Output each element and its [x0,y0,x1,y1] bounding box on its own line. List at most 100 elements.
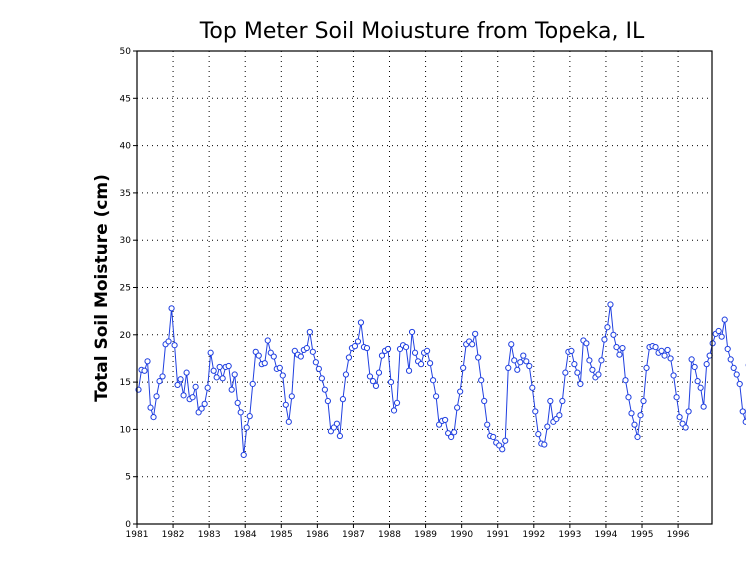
data-point [523,358,530,365]
data-point [261,360,268,367]
data-point [613,344,620,351]
data-point [213,374,220,381]
data-point [318,375,325,382]
data-point [454,404,461,411]
x-tick-label: 1990 [450,530,473,540]
data-point [724,345,731,353]
data-point [219,375,226,382]
data-point [694,378,701,385]
data-point [664,346,671,354]
data-point [430,377,437,384]
data-point [147,404,154,411]
data-point [691,363,698,371]
data-point [622,377,629,384]
data-point [583,340,590,347]
data-point [423,347,431,354]
plot-frame [136,50,713,525]
data-point [384,345,392,353]
data-point [490,433,497,441]
data-point [658,347,665,354]
grid [137,51,712,524]
x-tick-label: 1992 [522,530,545,540]
data-point [697,384,704,391]
data-point [499,446,506,453]
data-point [529,384,536,391]
data-point [721,316,728,323]
data-point [180,392,187,399]
data-point [210,367,217,374]
data-point [393,399,401,407]
data-point [577,380,584,388]
data-point [544,423,551,430]
data-point [357,319,365,326]
data-point [559,397,566,405]
data-point [586,357,593,364]
data-point [417,361,425,368]
data-point [505,364,512,372]
y-tick-label: 0 [125,520,131,530]
data-point [246,413,253,420]
data-point [369,378,377,385]
data-point [730,364,737,372]
data-point [631,421,638,428]
x-axis: 1981 1982 1983 1984 1985 1986 1987 1988 1989 1990… [126,524,690,540]
data-point [526,362,533,370]
data-point [333,420,340,427]
data-point [676,414,683,421]
y-axis: 0 5 10 15 20 25 30 35 40 45 50 [120,47,137,530]
data-point [637,412,644,419]
data-point [243,424,250,431]
data-point [231,371,238,378]
data-point [372,382,380,389]
data-point [625,394,632,401]
data-point [324,397,331,405]
data-point [351,343,359,350]
data-point [309,348,316,355]
x-tick-label: 1993 [558,530,581,540]
data-point [240,451,247,459]
y-tick-label: 45 [120,94,131,104]
data-point [279,372,286,379]
data-point [366,373,374,380]
data-point [700,403,707,410]
data-point [610,331,617,338]
data-point [225,362,232,370]
x-tick-label: 1982 [162,530,185,540]
y-tick-label: 40 [120,142,132,152]
x-tick-label: 1986 [306,530,329,540]
data-point [171,342,178,349]
data-point [661,352,668,359]
data-point [183,369,190,376]
data-point [234,399,241,407]
x-tick-label: 1988 [378,530,401,540]
x-tick-label: 1995 [631,530,654,540]
data-point [408,328,416,336]
data-point [285,418,292,425]
data-point [363,344,371,352]
data-point [411,349,419,356]
data-point [228,386,235,393]
data-point [442,416,449,424]
data-point [703,361,710,368]
y-tick-label: 25 [120,284,131,294]
data-point [288,393,295,400]
data-point [562,369,569,376]
data-point [141,367,148,374]
data-point [387,379,395,386]
x-tick-label: 1996 [667,530,690,540]
series-layer [135,301,746,459]
data-point [589,366,596,373]
data-point [508,341,515,348]
data-point [640,397,647,405]
data-point [204,384,211,391]
data-point [402,344,410,351]
data-point [556,412,563,419]
data-point [390,407,398,414]
data-point [354,338,362,345]
data-point [207,349,214,356]
data-point [144,358,151,365]
data-point [607,301,614,308]
x-tick-label: 1994 [594,530,617,540]
x-tick-label: 1987 [342,530,365,540]
